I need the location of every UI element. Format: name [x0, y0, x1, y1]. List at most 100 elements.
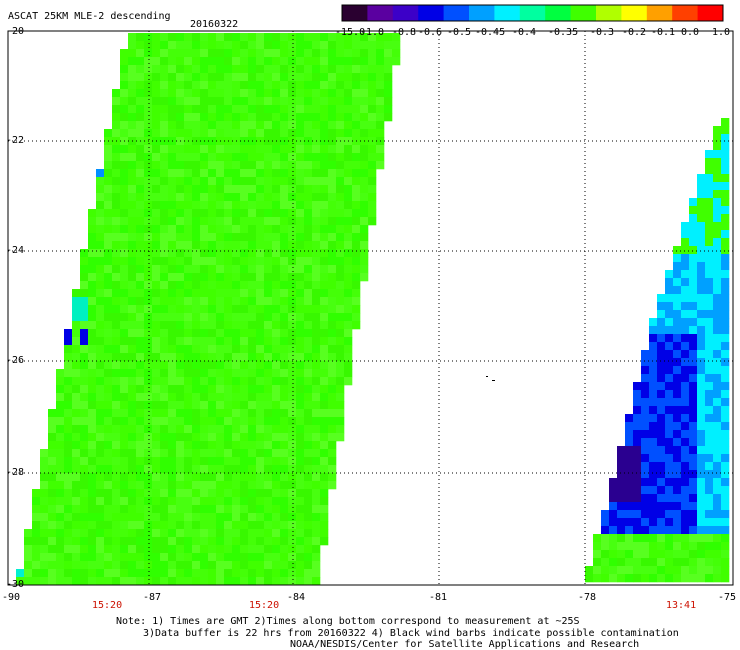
swath-cell [208, 297, 217, 306]
swath-cell [208, 449, 217, 458]
swath-cell [713, 542, 722, 551]
swath-cell [320, 233, 329, 242]
swath-cell [721, 246, 730, 255]
swath-cell [96, 297, 105, 306]
swath-cell [665, 358, 674, 367]
swath-cell [232, 425, 241, 434]
swath-cell [248, 537, 257, 546]
swath-cell [280, 57, 289, 66]
swath-cell [208, 161, 217, 170]
swath-cell [609, 526, 618, 535]
footnote-line: NOAA/NESDIS/Center for Satellite Applica… [290, 639, 640, 650]
swath-cell [280, 457, 289, 466]
swath-cell [384, 81, 393, 90]
swath-cell [184, 449, 193, 458]
swath-cell [192, 153, 201, 162]
swath-cell [184, 305, 193, 314]
swath-cell [160, 561, 169, 570]
swath-cell [216, 97, 225, 106]
swath-cell [240, 481, 249, 490]
swath-cell [168, 209, 177, 218]
swath-cell [689, 366, 698, 375]
swath-cell [320, 241, 329, 250]
swath-cell [208, 577, 217, 586]
swath-cell [713, 518, 722, 527]
swath-cell [112, 401, 121, 410]
swath-cell [296, 121, 305, 130]
swath-cell [625, 486, 634, 495]
swath-cell [184, 401, 193, 410]
swath-cell [144, 49, 153, 58]
swath-cell [248, 545, 257, 554]
swath-cell [104, 193, 113, 202]
swath-cell [152, 497, 161, 506]
swath-cell [208, 265, 217, 274]
swath-cell [176, 185, 185, 194]
swath-cell [336, 65, 345, 74]
swath-cell [665, 326, 674, 335]
swath-cell [152, 129, 161, 138]
swath-cell [176, 353, 185, 362]
swath-cell [200, 385, 209, 394]
swath-cell [296, 369, 305, 378]
swath-cell [192, 265, 201, 274]
swath-cell [681, 334, 690, 343]
swath-cell [328, 393, 337, 402]
swath-cell [112, 561, 121, 570]
swath-cell [40, 553, 49, 562]
swath-cell [208, 369, 217, 378]
swath-cell [48, 481, 57, 490]
swath-cell [336, 89, 345, 98]
swath-cell [160, 513, 169, 522]
swath-cell [240, 345, 249, 354]
swath-cell [336, 273, 345, 282]
swath-cell [296, 409, 305, 418]
swath-cell [617, 462, 626, 471]
swath-cell [216, 569, 225, 578]
swath-cell [304, 561, 313, 570]
swath-cell [216, 433, 225, 442]
swath-cell [152, 553, 161, 562]
swath-cell [88, 521, 97, 530]
swath-cell [689, 494, 698, 503]
swath-cell [312, 449, 321, 458]
swath-cell [280, 153, 289, 162]
swath-cell [280, 169, 289, 178]
swath-cell [336, 201, 345, 210]
swath-cell [112, 449, 121, 458]
swath-cell [673, 398, 682, 407]
swath-cell [296, 281, 305, 290]
swath-cell [208, 145, 217, 154]
swath-cell [288, 169, 297, 178]
swath-cell [344, 65, 353, 74]
swath-cell [176, 145, 185, 154]
swath-cell [152, 401, 161, 410]
swath-cell [705, 366, 714, 375]
swath-cell [264, 49, 273, 58]
swath-cell [312, 321, 321, 330]
swath-cell [304, 297, 313, 306]
swath-cell [280, 121, 289, 130]
swath-cell [681, 478, 690, 487]
swath-cell [681, 358, 690, 367]
swath-cell [184, 217, 193, 226]
swath-cell [120, 177, 129, 186]
swath-cell [304, 121, 313, 130]
swath-cell [601, 566, 610, 575]
swath-cell [689, 270, 698, 279]
swath-cell [120, 481, 129, 490]
swath-cell [312, 441, 321, 450]
swath-cell [328, 257, 337, 266]
swath-cell [104, 209, 113, 218]
swath-cell [48, 409, 57, 418]
swath-cell [80, 281, 89, 290]
swath-cell [649, 318, 658, 327]
swath-cell [208, 521, 217, 530]
swath-cell [256, 65, 265, 74]
swath-cell [296, 513, 305, 522]
swath-cell [665, 406, 674, 415]
swath-cell [264, 393, 273, 402]
lon-label: -84 [287, 592, 306, 603]
swath-cell [104, 473, 113, 482]
swath-cell [248, 449, 257, 458]
